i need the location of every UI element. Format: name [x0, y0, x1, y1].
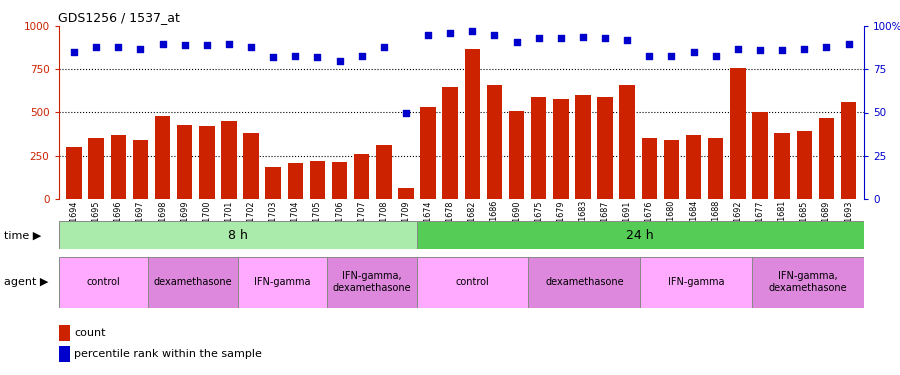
Bar [640, 257, 752, 307]
Bar [332, 162, 347, 199]
Text: IFN-gamma,
dexamethasone: IFN-gamma, dexamethasone [332, 272, 411, 293]
Bar [554, 99, 569, 199]
Point [221, 40, 236, 46]
Bar [686, 135, 701, 199]
Point [487, 32, 501, 38]
Text: IFN-gamma,
dexamethasone: IFN-gamma, dexamethasone [769, 272, 848, 293]
Bar [58, 221, 417, 249]
Point [310, 54, 325, 60]
Point [355, 53, 369, 58]
Point [332, 58, 347, 64]
Bar [177, 124, 193, 199]
Text: count: count [74, 328, 106, 338]
Bar [417, 257, 528, 307]
Bar [287, 162, 303, 199]
Text: percentile rank within the sample: percentile rank within the sample [74, 349, 262, 359]
Point [443, 30, 457, 36]
Text: GDS1256 / 1537_at: GDS1256 / 1537_at [58, 11, 180, 24]
Point [797, 46, 812, 52]
Point [156, 40, 170, 46]
Bar [708, 138, 724, 199]
Text: control: control [86, 277, 120, 287]
Text: dexamethasone: dexamethasone [545, 277, 624, 287]
Bar [221, 121, 237, 199]
Bar [327, 257, 417, 307]
Point [67, 49, 81, 55]
Bar [575, 95, 590, 199]
Bar [420, 107, 436, 199]
Text: IFN-gamma: IFN-gamma [668, 277, 724, 287]
Point [111, 44, 125, 50]
Point [819, 44, 833, 50]
Text: 24 h: 24 h [626, 229, 654, 242]
Bar [443, 87, 458, 199]
Point [421, 32, 436, 38]
Bar [88, 138, 104, 199]
Bar [619, 85, 635, 199]
Point [775, 47, 789, 53]
Bar [310, 161, 325, 199]
Bar [67, 147, 82, 199]
Point [752, 47, 767, 53]
Bar [752, 257, 864, 307]
Bar [266, 167, 281, 199]
Bar [642, 138, 657, 199]
Point [244, 44, 258, 50]
Point [89, 44, 104, 50]
Text: 8 h: 8 h [228, 229, 248, 242]
Bar [508, 111, 525, 199]
Bar [243, 133, 259, 199]
Bar [417, 221, 864, 249]
Point [620, 37, 634, 43]
Bar [58, 346, 70, 362]
Bar [148, 257, 238, 307]
Bar [730, 68, 745, 199]
Point [708, 53, 723, 58]
Bar [528, 257, 640, 307]
Bar [752, 112, 768, 199]
Bar [199, 126, 214, 199]
Point [266, 54, 281, 60]
Bar [58, 257, 148, 307]
Bar [487, 85, 502, 199]
Text: control: control [455, 277, 490, 287]
Bar [796, 132, 812, 199]
Point [376, 44, 391, 50]
Point [200, 42, 214, 48]
Text: dexamethasone: dexamethasone [153, 277, 232, 287]
Bar [354, 154, 369, 199]
Point [598, 35, 612, 41]
Bar [819, 118, 834, 199]
Point [509, 39, 524, 45]
Point [687, 49, 701, 55]
Bar [841, 102, 856, 199]
Bar [598, 97, 613, 199]
Point [465, 28, 480, 34]
Bar [155, 116, 170, 199]
Bar [111, 135, 126, 199]
Point [133, 46, 148, 52]
Point [576, 34, 590, 40]
Text: IFN-gamma: IFN-gamma [254, 277, 310, 287]
Bar [58, 326, 70, 341]
Bar [774, 133, 790, 199]
Bar [464, 49, 480, 199]
Point [664, 53, 679, 58]
Point [288, 53, 302, 58]
Text: time ▶: time ▶ [4, 230, 41, 240]
Point [532, 35, 546, 41]
Bar [238, 257, 327, 307]
Point [554, 35, 568, 41]
Bar [663, 140, 680, 199]
Text: agent ▶: agent ▶ [4, 277, 49, 287]
Point [399, 110, 413, 116]
Point [731, 46, 745, 52]
Point [642, 53, 656, 58]
Bar [531, 97, 546, 199]
Bar [398, 188, 414, 199]
Point [177, 42, 192, 48]
Bar [376, 145, 392, 199]
Bar [132, 140, 148, 199]
Point [842, 40, 856, 46]
